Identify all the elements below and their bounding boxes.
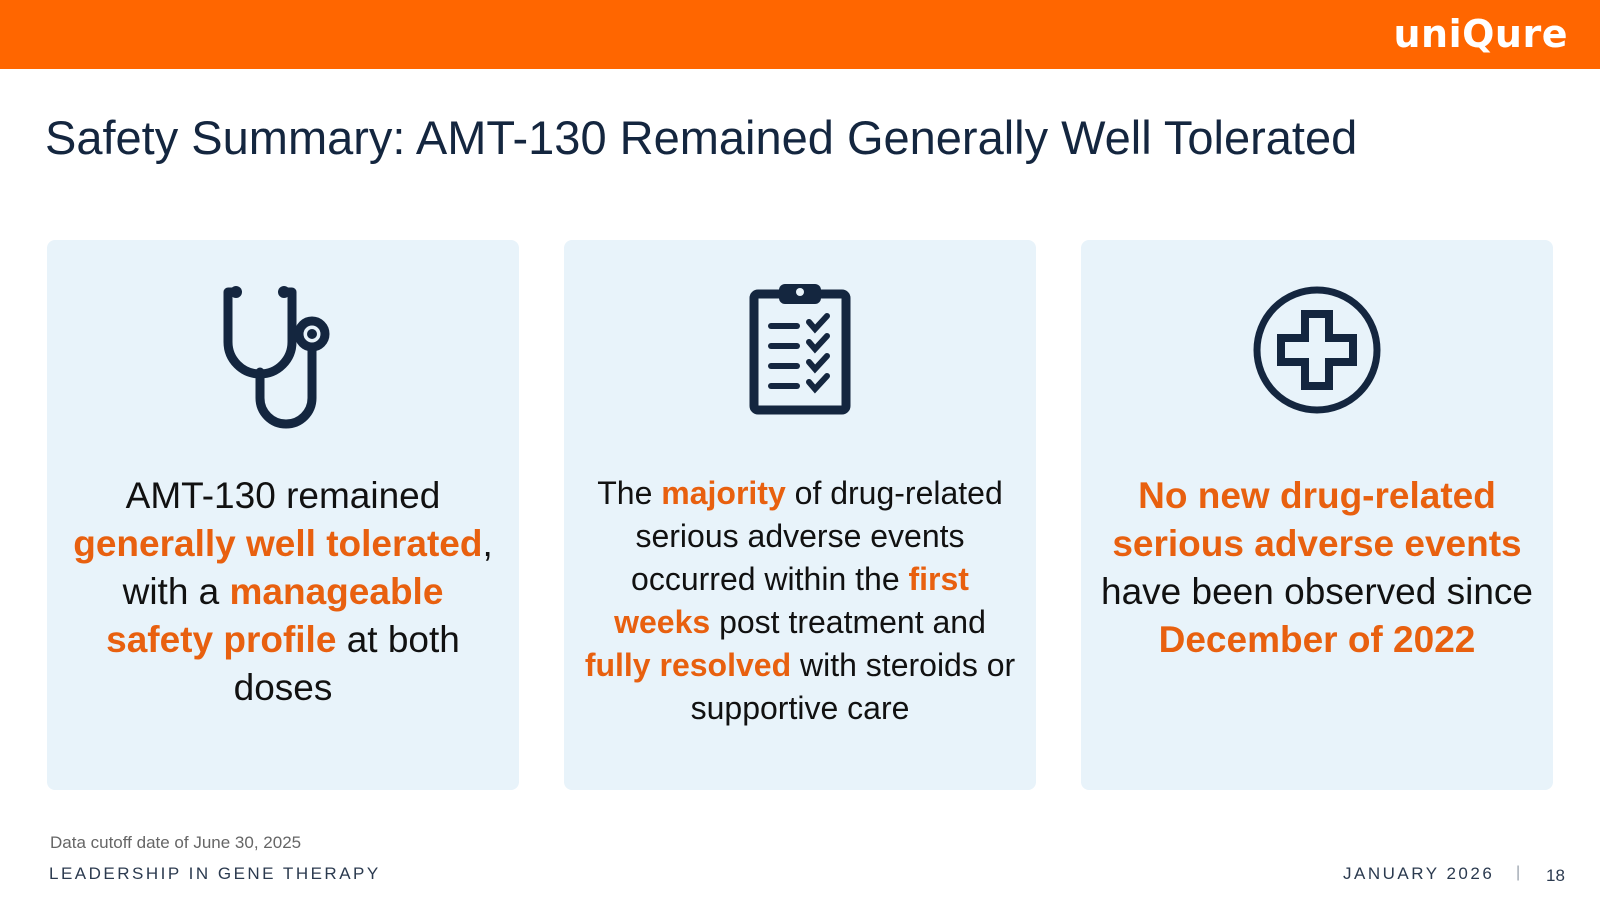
brand-logo: uniQure (1393, 12, 1568, 56)
card-no-new-events: No new drug-related serious adverse even… (1081, 240, 1553, 790)
text-segment: with steroids or supportive care (690, 647, 1016, 726)
text-segment: of drug-related serious adverse events o… (631, 475, 1003, 597)
footer-separator: | (1516, 864, 1521, 881)
card-text: No new drug-related serious adverse even… (1101, 472, 1533, 664)
footer-date: JANUARY 2026 (1343, 864, 1495, 883)
card-tolerability: AMT-130 remained generally well tolerate… (47, 240, 519, 790)
text-segment: AMT-130 remained (125, 475, 441, 516)
clipboard-checklist-icon (564, 280, 1036, 430)
highlight-segment: manageable safety profile (106, 571, 444, 660)
text-segment: , with a (122, 523, 493, 612)
highlight-segment: majority (661, 475, 786, 511)
highlight-segment: first weeks (614, 561, 969, 640)
page-title: Safety Summary: AMT-130 Remained General… (45, 111, 1358, 164)
highlight-segment: generally well tolerated (73, 523, 483, 564)
data-cutoff-footnote: Data cutoff date of June 30, 2025 (50, 833, 302, 852)
page-number: 18 (1546, 866, 1565, 885)
highlight-segment: December of 2022 (1158, 619, 1476, 660)
medical-cross-icon (1081, 280, 1553, 430)
stethoscope-icon (47, 280, 519, 430)
highlight-segment: No new drug-related serious adverse even… (1112, 475, 1522, 564)
footer-tagline: LEADERSHIP IN GENE THERAPY (49, 864, 381, 883)
card-text: The majority of drug-related serious adv… (584, 472, 1016, 730)
text-segment: have been observed since (1101, 571, 1533, 612)
header-bar: uniQure (0, 0, 1600, 69)
text-segment: The (597, 475, 662, 511)
text-segment: at both doses (233, 619, 460, 708)
text-segment: post treatment and (710, 604, 986, 640)
card-adverse-events: The majority of drug-related serious adv… (564, 240, 1036, 790)
highlight-segment: fully resolved (584, 647, 792, 683)
card-text: AMT-130 remained generally well tolerate… (67, 472, 499, 712)
